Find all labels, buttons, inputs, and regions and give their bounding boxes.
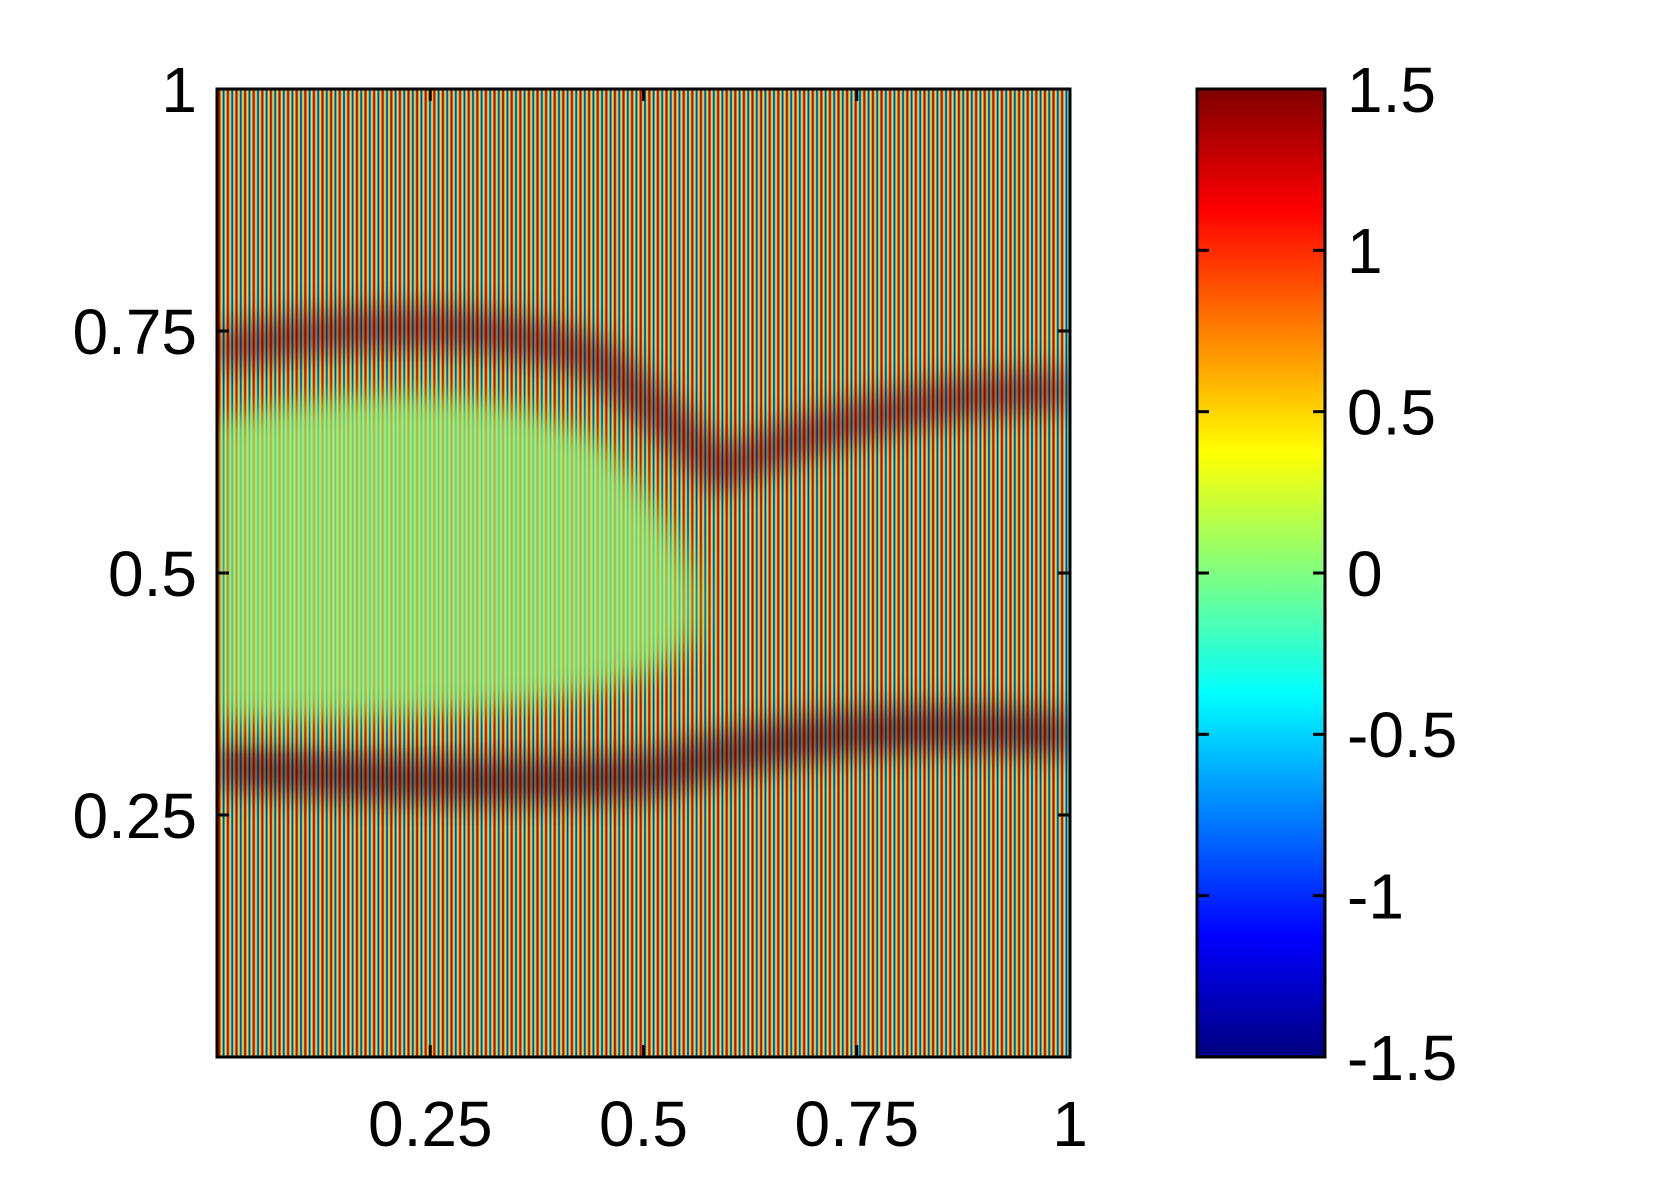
colorbar-tick-label: -1 [1347,861,1404,933]
x-tick-label: 0.25 [368,1088,493,1160]
x-tick-label: 1 [1052,1088,1088,1160]
y-tick-label: 0.5 [108,538,197,610]
colorbar-tick-label: 0.5 [1347,377,1436,449]
y-tick-label: 0.25 [72,780,197,852]
field [217,89,1070,1057]
x-tick-label: 0.5 [599,1088,688,1160]
colorbar [1195,87,1327,1059]
colorbar-tick-label: -1.5 [1347,1022,1457,1094]
colorbar-tick-label: 0 [1347,538,1383,610]
colorbar-tick-label: -0.5 [1347,699,1457,771]
colorbar-tick-label: 1 [1347,215,1383,287]
y-tick-label: 1 [161,54,197,126]
x-tick-label: 0.75 [794,1088,919,1160]
colorbar-tick-label: 1.5 [1347,54,1436,126]
y-tick-label: 0.75 [72,296,197,368]
